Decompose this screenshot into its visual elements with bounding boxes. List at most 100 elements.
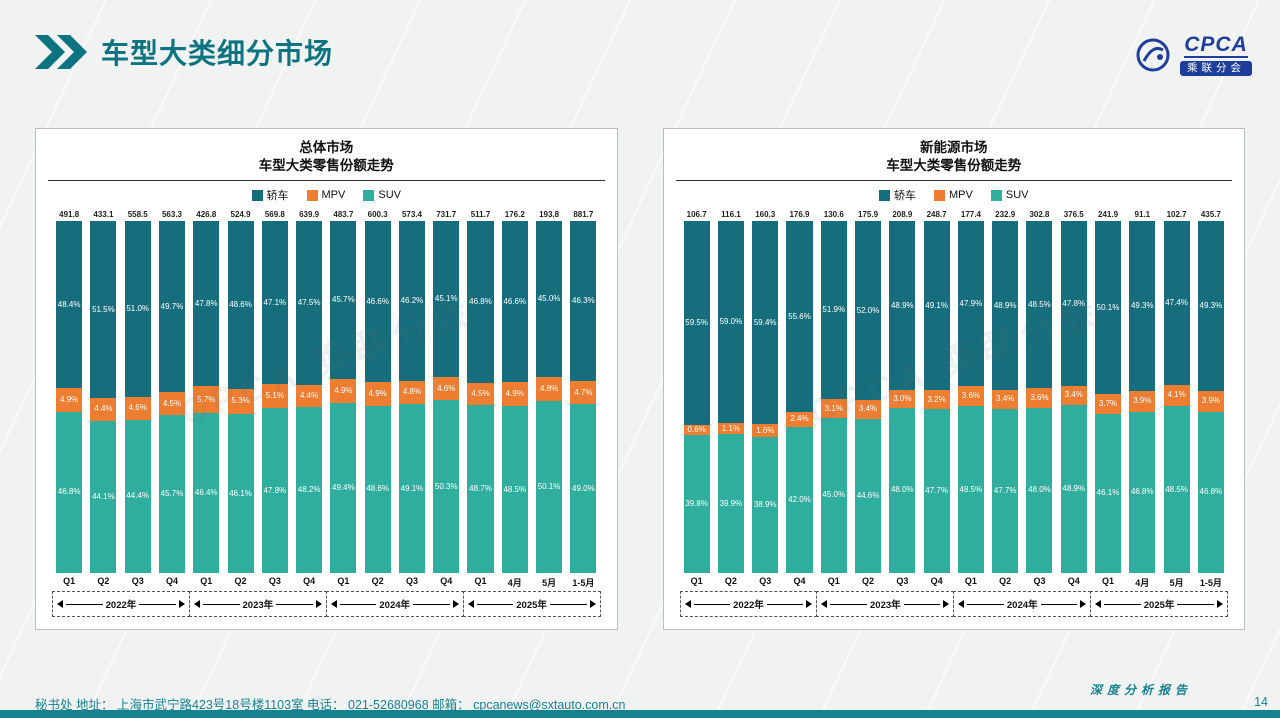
x-axis-label: Q3 xyxy=(896,576,909,586)
stacked-bar: 48.9% 3.0% 48.0% xyxy=(889,221,916,574)
arrow-line xyxy=(766,603,804,605)
bar-segment-mpv: 3.9% xyxy=(1129,390,1156,412)
bar-column: 376.5 47.8% 3.4% 48.9% Q4 xyxy=(1057,208,1091,590)
bar-segment-mpv: 4.9% xyxy=(364,381,391,406)
bar-segment-suv: 38.9% xyxy=(752,437,779,573)
bar-column: 177.4 47.9% 3.6% 48.5% Q1 xyxy=(954,208,988,590)
bar-percent-label: 49.0% xyxy=(572,483,595,493)
bar-segment-suv: 47.7% xyxy=(923,408,950,573)
bar-chart: 491.8 48.4% 4.9% 46.8% Q1 433.1 51.5% 4.4% 44.1%… xyxy=(48,208,605,590)
bar-segment-sedan: 46.6% xyxy=(501,221,528,383)
bar-segment-suv: 44.6% xyxy=(855,418,882,573)
bar-percent-label: 50.1% xyxy=(1096,302,1120,312)
bar-percent-label: 4.5% xyxy=(162,398,182,408)
bar-column: 302.8 48.5% 3.6% 48.0% Q3 xyxy=(1022,208,1056,590)
bar-total-label: 435.7 xyxy=(1200,210,1221,220)
charts-row: CPCA 乘联分会 总体市场 车型大类零售份额走势 轿车 MPV SUV 491.8… xyxy=(35,128,1245,630)
arrow-left-icon xyxy=(330,600,337,608)
legend-swatch-sedan xyxy=(251,189,263,201)
cpca-emblem-icon xyxy=(1136,38,1170,72)
bar-column: 524.9 48.6% 5.3% 46.1% Q2 xyxy=(223,208,257,590)
bar-segment-sedan: 48.9% xyxy=(992,221,1019,390)
bar-percent-label: 48.5% xyxy=(503,484,527,494)
bar-segment-mpv: 1.6% xyxy=(752,424,779,438)
stacked-bar: 48.9% 3.4% 47.7% xyxy=(992,221,1019,573)
bar-column: 232.9 48.9% 3.4% 47.7% Q2 xyxy=(988,208,1022,590)
x-axis-label: 5月 xyxy=(1169,578,1184,588)
bar-percent-label: 3.0% xyxy=(893,393,912,403)
bar-column: 130.6 51.9% 3.1% 45.0% Q1 xyxy=(817,208,851,590)
bar-percent-label: 42.0% xyxy=(788,495,811,505)
bar-percent-label: 48.0% xyxy=(890,485,914,495)
bar-segment-suv: 49.4% xyxy=(330,403,357,573)
bar-column: 573.4 46.2% 4.8% 49.1% Q3 xyxy=(395,208,429,590)
bar-percent-label: 59.4% xyxy=(753,317,777,327)
stacked-bar: 46.8% 4.5% 48.7% xyxy=(467,221,494,573)
year-group: 2022年 xyxy=(52,591,190,617)
bar-segment-sedan: 51.0% xyxy=(124,221,151,397)
legend-label-suv: SUV xyxy=(378,189,401,202)
bar-total-label: 208.9 xyxy=(892,210,913,220)
bar-segment-sedan: 48.9% xyxy=(889,221,916,390)
footer-contact-info: 秘书处 地址： 上海市武宁路423号18号楼1103室 电话： 021-5268… xyxy=(35,698,626,712)
bar-total-label: 91.1 xyxy=(1134,210,1151,220)
legend-label-sedan: 轿车 xyxy=(266,190,289,203)
bar-segment-mpv: 5.1% xyxy=(261,383,288,409)
bar-percent-label: 4.8% xyxy=(402,387,422,397)
bar-percent-label: 47.4% xyxy=(1165,298,1188,308)
bar-segment-sedan: 47.1% xyxy=(261,221,288,384)
bar-percent-label: 2.4% xyxy=(790,414,809,424)
year-label: 2025年 xyxy=(516,600,547,611)
stacked-bar: 46.2% 4.8% 49.1% xyxy=(398,221,425,573)
bar-segment-suv: 48.5% xyxy=(501,406,528,573)
bar-total-label: 731.7 xyxy=(436,210,457,220)
bar-percent-label: 48.7% xyxy=(469,484,492,494)
page-number: 14 xyxy=(1254,695,1268,709)
stacked-bar: 59.0% 1.1% 39.9% xyxy=(717,221,744,574)
bar-percent-label: 48.5% xyxy=(959,484,983,494)
bar-percent-label: 46.1% xyxy=(1096,488,1120,498)
legend-swatch-mpv xyxy=(306,189,318,201)
stacked-bar: 47.8% 5.7% 46.4% xyxy=(193,221,220,573)
arrow-right-icon xyxy=(452,600,459,608)
arrow-line xyxy=(1104,603,1141,605)
bar-percent-label: 47.8% xyxy=(194,298,218,308)
bar-percent-label: 4.9% xyxy=(60,394,79,404)
cpca-logo: CPCA 乘联分会 xyxy=(1134,34,1252,76)
bar-percent-label: 47.1% xyxy=(263,297,287,307)
year-axis: 2022年 2023年 2024年 2025年 xyxy=(52,591,601,617)
bar-segment-sedan: 47.5% xyxy=(296,221,323,385)
bar-segment-mpv: 4.4% xyxy=(296,384,323,408)
bar-segment-sedan: 49.1% xyxy=(923,221,950,391)
bar-segment-mpv: 5.7% xyxy=(193,386,220,413)
bar-percent-label: 4.8% xyxy=(539,383,559,393)
bar-segment-mpv: 2.4% xyxy=(786,411,813,428)
x-axis-label: Q4 xyxy=(930,576,943,586)
bar-percent-label: 46.8% xyxy=(1199,487,1223,497)
x-axis-label: Q4 xyxy=(1067,576,1080,586)
bar-percent-label: 47.5% xyxy=(297,298,321,308)
bar-total-label: 563.3 xyxy=(161,210,182,220)
bar-segment-mpv: 3.9% xyxy=(1197,390,1224,412)
bar-segment-mpv: 3.7% xyxy=(1094,393,1122,414)
bar-segment-sedan: 49.3% xyxy=(1129,221,1156,391)
bar-percent-label: 5.7% xyxy=(197,394,216,404)
bar-segment-suv: 48.6% xyxy=(364,405,391,573)
bar-percent-label: 46.6% xyxy=(366,296,389,306)
arrow-right-icon xyxy=(315,600,322,608)
x-axis-label: Q1 xyxy=(474,576,487,586)
bar-total-label: 881.7 xyxy=(573,210,594,220)
bar-total-label: 511.7 xyxy=(470,210,491,220)
bar-percent-label: 50.3% xyxy=(434,481,458,491)
year-label: 2022年 xyxy=(105,600,137,611)
bar-segment-sedan: 51.5% xyxy=(90,221,117,399)
year-label: 2023年 xyxy=(870,600,901,611)
bar-percent-label: 4.6% xyxy=(437,383,456,393)
legend-swatch-sedan xyxy=(879,189,891,201)
bar-percent-label: 59.5% xyxy=(685,317,708,327)
bar-segment-sedan: 45.7% xyxy=(330,221,357,380)
x-axis-label: Q1 xyxy=(200,576,213,586)
logo-subtext: 乘联分会 xyxy=(1180,61,1252,76)
bottom-accent-bar xyxy=(0,710,1280,718)
bar-total-label: 433.1 xyxy=(93,210,114,220)
